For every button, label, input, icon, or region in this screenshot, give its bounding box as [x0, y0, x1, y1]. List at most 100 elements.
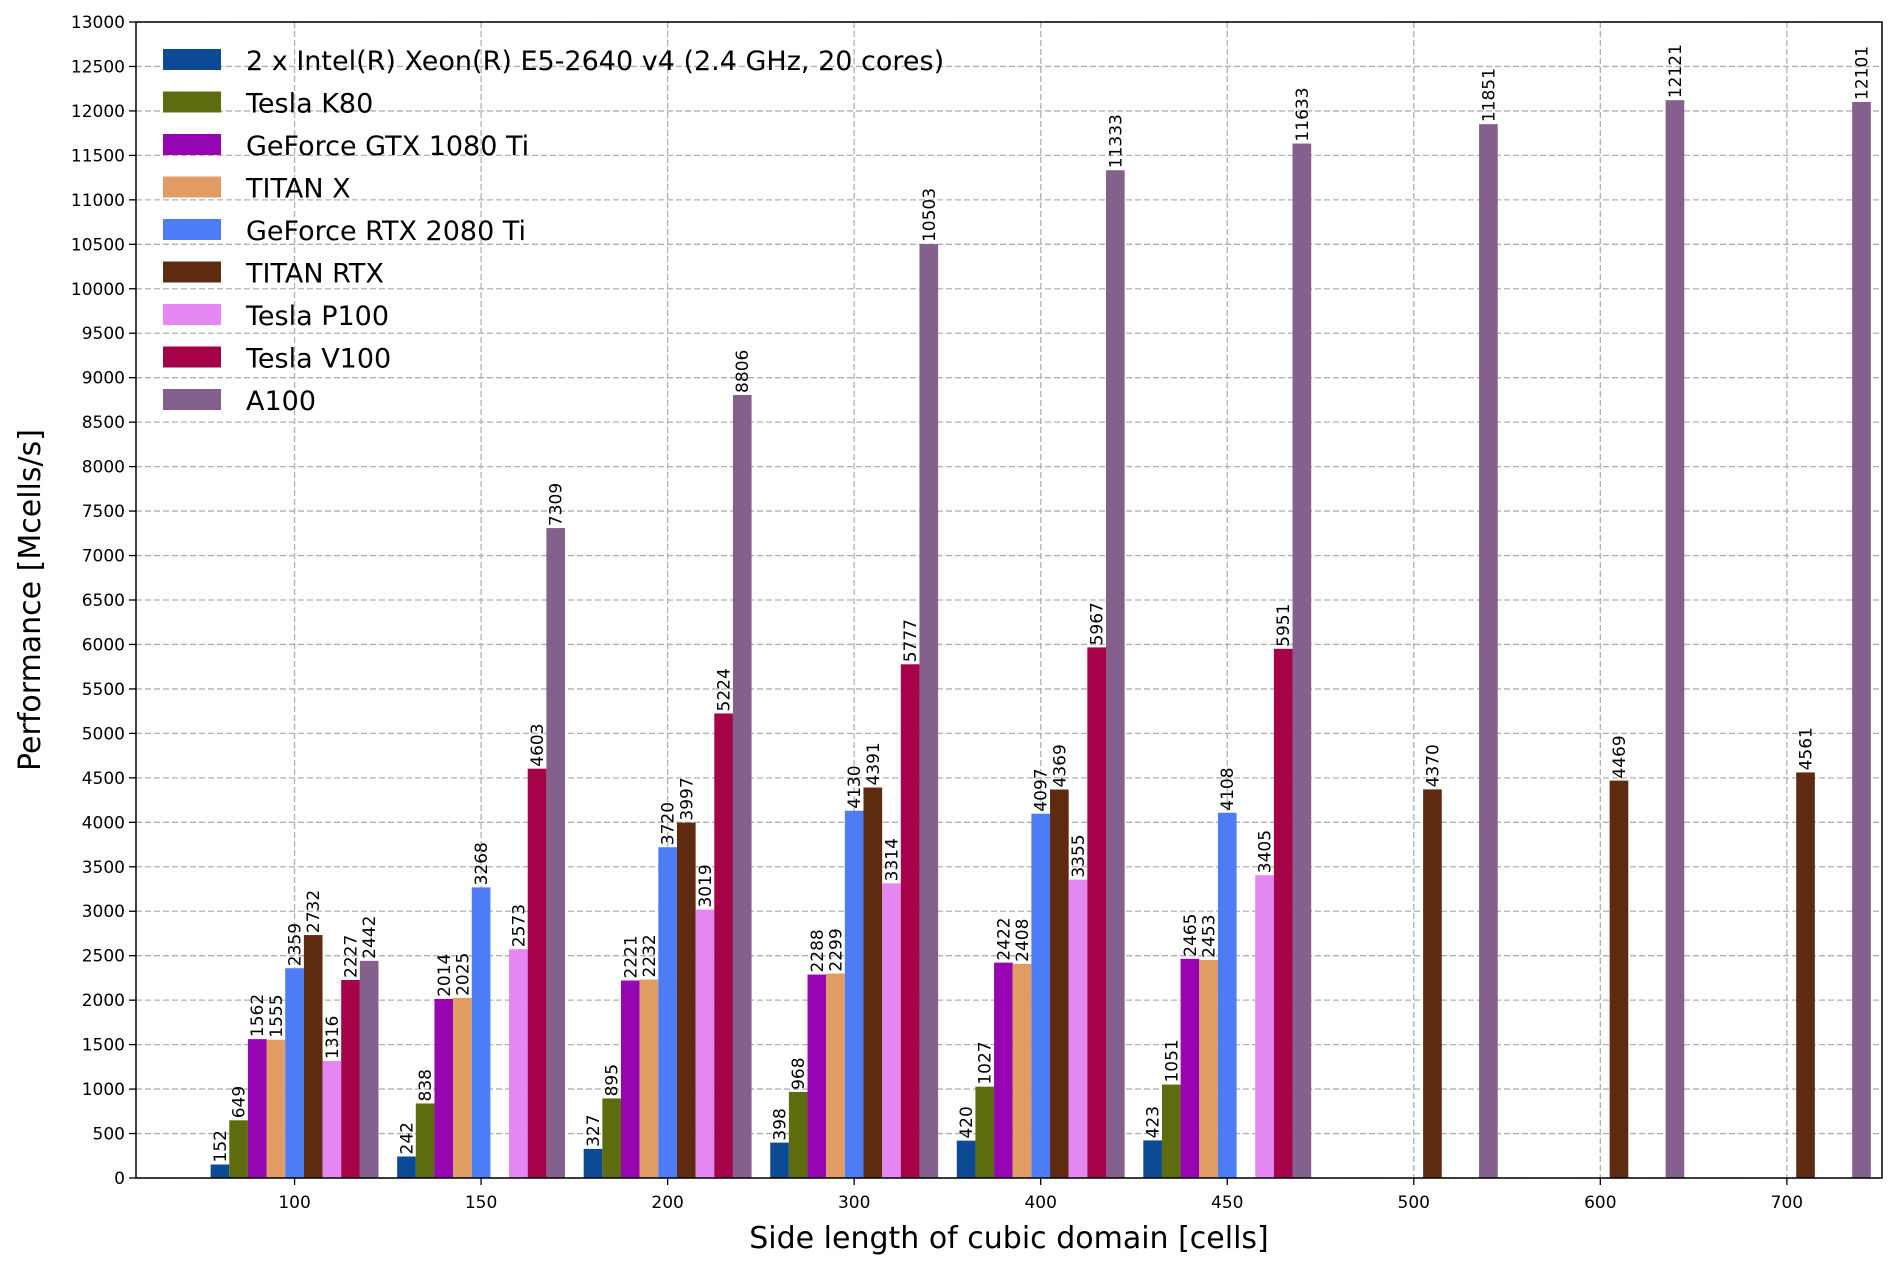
x-tick-label: 500 [1398, 1193, 1430, 1213]
bar-value-label: 2299 [827, 928, 847, 971]
legend-label: TITAN X [245, 174, 351, 205]
y-tick-label: 2500 [82, 947, 125, 967]
y-tick-label: 9000 [82, 369, 125, 389]
bar-value-label: 4108 [1218, 767, 1238, 810]
bar-value-label: 4469 [1610, 735, 1630, 778]
bar [229, 1120, 248, 1178]
bar-value-label: 11333 [1106, 114, 1126, 168]
bar [844, 810, 864, 1178]
bar [602, 1098, 621, 1178]
bar [527, 768, 547, 1178]
bar [1217, 812, 1237, 1178]
legend-swatch [163, 176, 221, 198]
y-tick-label: 9500 [82, 324, 125, 344]
bar [247, 1039, 267, 1178]
bar [956, 1140, 976, 1178]
y-tick-label: 1000 [82, 1080, 125, 1100]
bar-value-label: 5777 [901, 619, 921, 662]
bar-value-label: 2288 [808, 929, 828, 972]
legend-label: GeForce GTX 1080 Ti [246, 131, 529, 162]
y-tick-label: 12000 [71, 102, 125, 122]
bar [1255, 875, 1274, 1178]
x-tick-label: 100 [278, 1193, 310, 1213]
bar [882, 883, 901, 1178]
y-tick-label: 12500 [71, 57, 125, 77]
bar-value-label: 2221 [621, 935, 641, 978]
y-tick-label: 1500 [82, 1036, 125, 1056]
bar-value-label: 4603 [528, 723, 548, 766]
legend-swatch [163, 304, 221, 325]
bar-value-label: 5224 [715, 668, 735, 711]
bar-value-label: 2573 [509, 904, 529, 947]
bar [695, 909, 715, 1178]
x-tick-label: 300 [838, 1193, 870, 1213]
bar [359, 960, 379, 1178]
bar-value-label: 2359 [286, 923, 306, 966]
bar [1479, 124, 1498, 1179]
data-labels: 152 242 327 398 420 423 649 838 895 968 1027 1051 15… [211, 44, 1873, 1162]
bar-value-label: 12101 [1852, 46, 1872, 100]
bar [676, 822, 696, 1178]
y-axis-title: Performance [Mcells/s] [13, 429, 48, 771]
bar-value-label: 3019 [696, 864, 716, 907]
grid-lines [136, 21, 1882, 1179]
bar [1199, 959, 1218, 1178]
bar [1087, 647, 1106, 1178]
bar [1796, 772, 1815, 1178]
bar-value-label: 152 [211, 1130, 231, 1162]
bar [919, 244, 939, 1179]
bar-value-label: 420 [957, 1106, 977, 1138]
legend-label: Tesla V100 [245, 344, 391, 375]
x-tick-label: 150 [465, 1193, 497, 1213]
bar [509, 949, 528, 1178]
bar-value-label: 423 [1144, 1106, 1164, 1138]
bar-value-label: 3268 [472, 842, 492, 885]
bar-value-label: 3997 [677, 777, 697, 820]
y-tick-label: 11000 [71, 191, 125, 211]
bar-value-label: 3355 [1069, 834, 1089, 877]
x-tick-label: 600 [1584, 1193, 1616, 1213]
bar-value-label: 2025 [453, 953, 473, 996]
bar-value-label: 2232 [640, 934, 660, 977]
bar-value-label: 11633 [1293, 87, 1313, 141]
bar [1852, 101, 1871, 1178]
bar [434, 998, 454, 1178]
bar-value-label: 2422 [994, 917, 1014, 960]
bar [397, 1156, 416, 1178]
bar-value-label: 5951 [1274, 604, 1294, 647]
y-tick-label: 500 [93, 1125, 125, 1145]
legend-swatch [163, 346, 221, 368]
x-tick-label: 450 [1211, 1193, 1243, 1213]
bar [1050, 789, 1069, 1178]
legend-label: Tesla K80 [245, 89, 373, 120]
bar [322, 1060, 342, 1178]
y-tick-label: 3500 [82, 858, 125, 878]
bar [303, 935, 323, 1178]
bar-value-label: 1316 [323, 1016, 343, 1059]
y-tick-label: 3000 [82, 902, 125, 922]
y-tick-label: 6000 [82, 635, 125, 655]
bar-value-label: 1051 [1162, 1039, 1182, 1082]
bar-value-label: 7309 [547, 483, 567, 526]
y-tick-label: 11500 [71, 146, 125, 166]
bar [1273, 648, 1293, 1178]
bar-value-label: 5967 [1088, 602, 1108, 645]
bar-value-label: 242 [397, 1122, 417, 1154]
y-tick-label: 10500 [71, 235, 125, 255]
bar [1012, 963, 1032, 1178]
y-tick-label: 4500 [82, 769, 125, 789]
y-tick-label: 8000 [82, 458, 125, 478]
bar-value-label: 10503 [920, 188, 940, 242]
legend-swatch [163, 389, 221, 410]
x-tick-label: 200 [651, 1193, 683, 1213]
y-tick-label: 0 [114, 1169, 125, 1189]
y-tick-label: 4000 [82, 813, 125, 833]
bar [1609, 780, 1629, 1178]
bar-value-label: 4130 [845, 765, 865, 808]
bar [975, 1086, 995, 1178]
bar [826, 973, 845, 1178]
bar [621, 980, 640, 1178]
bars [210, 100, 1871, 1179]
bar [1665, 100, 1685, 1179]
